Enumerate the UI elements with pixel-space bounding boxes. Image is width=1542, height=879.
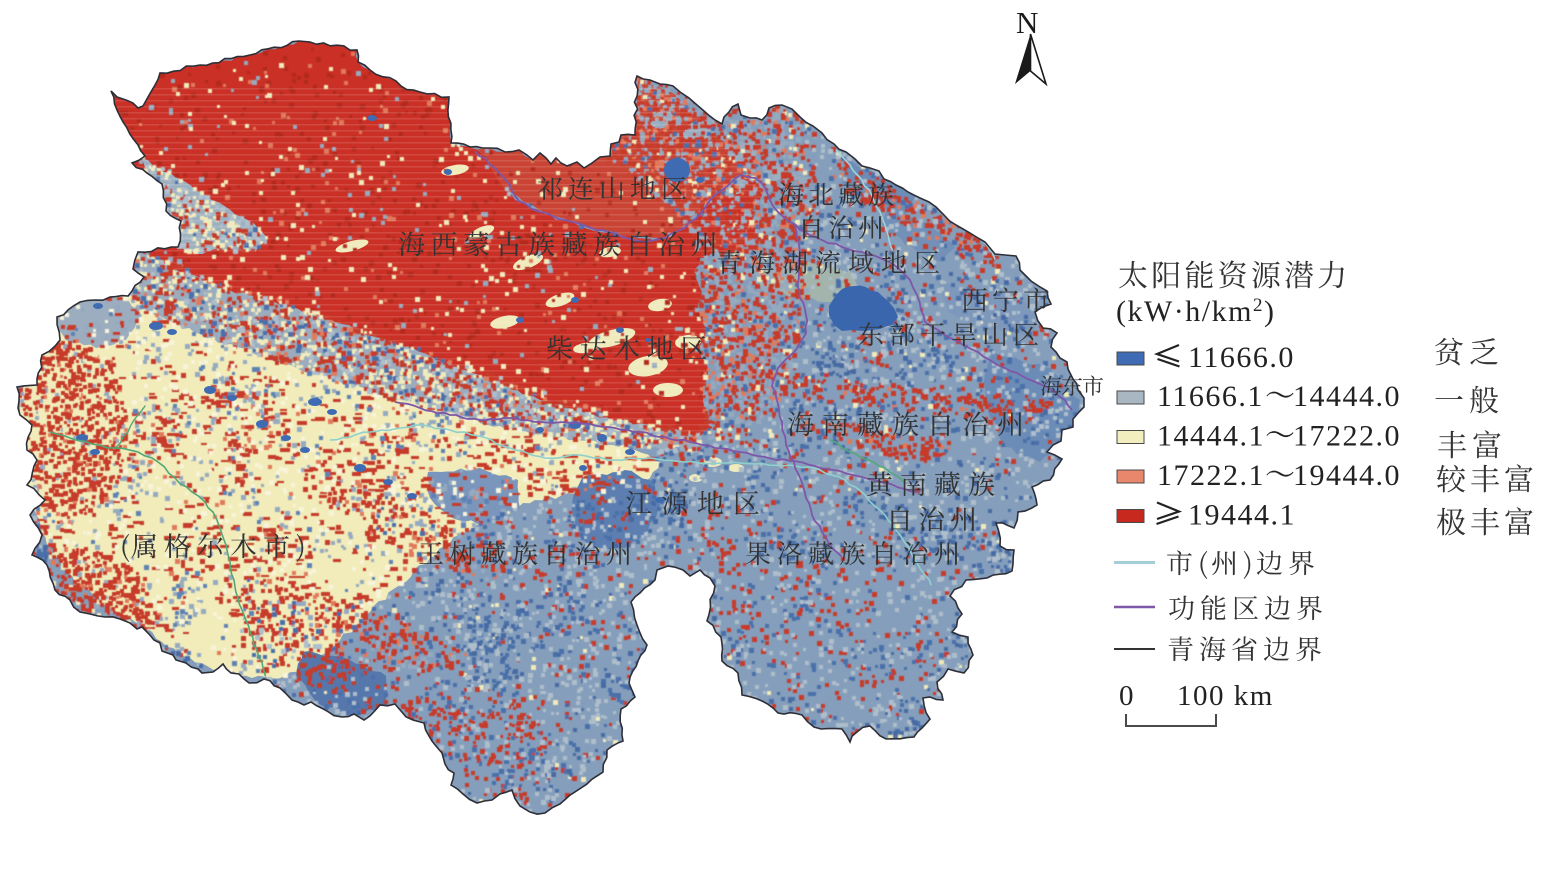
svg-text:11666.0: 11666.0 xyxy=(1188,341,1295,374)
svg-text:N: N xyxy=(1016,5,1038,40)
svg-text:17222.0: 17222.0 xyxy=(1293,420,1401,453)
svg-text:19444.1: 19444.1 xyxy=(1188,499,1296,532)
svg-text:100 km: 100 km xyxy=(1177,680,1274,712)
svg-text:17222.1: 17222.1 xyxy=(1157,459,1265,492)
svg-text:(kW·h/km2): (kW·h/km2) xyxy=(1116,295,1275,328)
svg-text:11666.1: 11666.1 xyxy=(1157,380,1264,413)
svg-text:14444.0: 14444.0 xyxy=(1293,380,1401,413)
svg-text:14444.1: 14444.1 xyxy=(1157,420,1265,453)
svg-text:19444.0: 19444.0 xyxy=(1293,459,1401,492)
svg-text:0: 0 xyxy=(1119,680,1134,712)
